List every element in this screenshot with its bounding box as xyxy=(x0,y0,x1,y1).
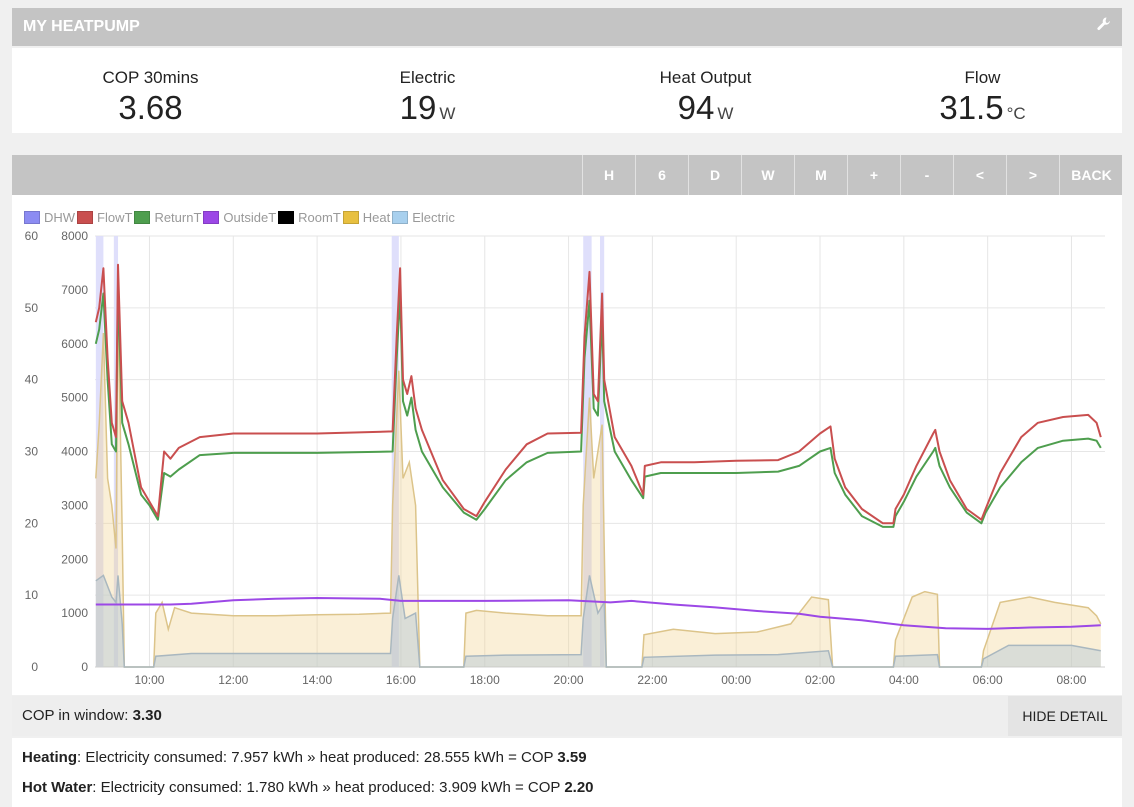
x-tick-label: 10:00 xyxy=(134,673,164,687)
y-left-tick-label: 30 xyxy=(25,445,39,459)
stat-value: 94 W xyxy=(677,89,734,126)
y-left-tick-label: 50 xyxy=(25,301,39,315)
stat-electric: Electric 19 W xyxy=(289,48,566,133)
y-left-tick-label: 20 xyxy=(25,516,39,530)
x-tick-label: 14:00 xyxy=(302,673,332,687)
stat-value: 3.68 xyxy=(118,89,183,126)
dhw-period xyxy=(95,236,104,667)
y-right-tick-label: 0 xyxy=(81,660,88,674)
legend-swatch xyxy=(392,210,409,224)
x-tick-label: 06:00 xyxy=(973,673,1003,687)
legend-swatch xyxy=(24,210,40,224)
chart-svg[interactable]: 0 10 20 30 40 50 60 0 1000 2000 3000 4000 5000 6000 70… xyxy=(12,195,1122,695)
legend-item[interactable]: FlowT xyxy=(77,209,132,225)
app-header: MY HEATPUMP xyxy=(12,8,1122,46)
pan-left-button[interactable]: < xyxy=(953,155,1006,195)
legend-label: OutsideT xyxy=(223,209,277,225)
x-tick-label: 18:00 xyxy=(470,673,500,687)
stat-unit: W xyxy=(439,104,456,123)
stat-value: 19 W xyxy=(399,89,456,126)
hide-detail-button[interactable]: HIDE DETAIL xyxy=(1008,696,1122,736)
x-tick-label: 04:00 xyxy=(889,673,919,687)
heat-series-area xyxy=(95,300,1101,667)
legend-label: FlowT xyxy=(97,209,133,225)
x-tick-label: 02:00 xyxy=(805,673,835,687)
detail-panel: Heating: Electricity consumed: 7.957 kWh… xyxy=(12,738,1122,807)
cop-window-text: COP in window: 3.30 xyxy=(22,707,162,724)
x-tick-label: 20:00 xyxy=(554,673,584,687)
chart-toolbar: H 6 D W M + - < > BACK xyxy=(12,155,1122,195)
stat-value: 31.5 °C xyxy=(939,89,1026,126)
legend-label: DHW xyxy=(44,209,76,225)
legend-item[interactable]: DHW xyxy=(24,209,75,225)
legend-item[interactable]: RoomT xyxy=(278,209,341,225)
stat-label: Heat Output xyxy=(659,68,752,87)
stat-label: COP 30mins xyxy=(102,68,199,87)
y-right-tick-label: 3000 xyxy=(61,498,88,512)
electric-series-area xyxy=(95,575,1101,667)
flowt-series-line xyxy=(94,263,1102,525)
stat-label: Electric xyxy=(399,68,456,87)
chart-area: DHW FlowT ReturnT OutsideT RoomT Heat Electric… xyxy=(12,195,1122,695)
y-right-tick-label: 5000 xyxy=(61,391,88,405)
legend-item[interactable]: Electric xyxy=(392,209,455,225)
cop-window-bar: COP in window: 3.30 HIDE DETAIL xyxy=(12,696,1122,736)
x-tick-label: 08:00 xyxy=(1056,673,1086,687)
legend-label: ReturnT xyxy=(154,209,202,225)
legend-item[interactable]: Heat xyxy=(342,209,391,225)
x-tick-label: 22:00 xyxy=(637,673,667,687)
zoom-week-button[interactable]: W xyxy=(741,155,794,195)
heating-detail: Heating: Electricity consumed: 7.957 kWh… xyxy=(22,749,587,766)
returnt-series-line xyxy=(94,285,1102,528)
wrench-icon[interactable] xyxy=(1096,16,1112,32)
legend-swatch xyxy=(342,210,359,224)
electric-series-line xyxy=(95,574,1101,668)
y-right-tick-label: 4000 xyxy=(61,445,88,459)
dhw-period xyxy=(583,236,592,667)
stat-heat-output: Heat Output 94 W xyxy=(567,48,844,133)
heat-series-line xyxy=(95,300,1102,668)
legend-swatch xyxy=(203,210,220,224)
y-right-tick-label: 1000 xyxy=(61,606,88,620)
stat-cop: COP 30mins 3.68 xyxy=(12,48,289,133)
app-title: MY HEATPUMP xyxy=(23,18,140,35)
y-left-tick-label: 0 xyxy=(31,660,38,674)
legend-label: RoomT xyxy=(298,209,341,225)
chart-legend: DHW FlowT ReturnT OutsideT RoomT Heat Electric xyxy=(24,209,457,225)
legend-label: Electric xyxy=(412,209,455,225)
y-left-tick-label: 10 xyxy=(25,588,39,602)
hot-water-detail: Hot Water: Electricity consumed: 1.780 k… xyxy=(22,779,594,796)
cop-window-label: COP in window: xyxy=(22,707,129,724)
pan-right-button[interactable]: > xyxy=(1006,155,1059,195)
legend-item[interactable]: ReturnT xyxy=(134,209,201,225)
y-left-tick-label: 60 xyxy=(25,229,39,243)
y-right-tick-label: 6000 xyxy=(61,337,88,351)
y-right-tick-label: 2000 xyxy=(61,552,88,566)
stat-unit: W xyxy=(717,104,734,123)
y-right-tick-label: 7000 xyxy=(61,283,88,297)
stat-flow: Flow 31.5 °C xyxy=(844,48,1121,133)
stats-panel: COP 30mins 3.68 Electric 19 W Heat Output… xyxy=(12,48,1122,133)
zoom-6h-button[interactable]: 6 xyxy=(635,155,688,195)
legend-swatch xyxy=(278,210,295,224)
zoom-day-button[interactable]: D xyxy=(688,155,741,195)
x-tick-label: 16:00 xyxy=(386,673,416,687)
outsidet-series-line xyxy=(95,597,1101,630)
zoom-out-button[interactable]: - xyxy=(900,155,953,195)
x-tick-label: 12:00 xyxy=(218,673,248,687)
zoom-hour-button[interactable]: H xyxy=(582,155,635,195)
back-button[interactable]: BACK xyxy=(1059,155,1123,195)
zoom-in-button[interactable]: + xyxy=(847,155,900,195)
legend-swatch xyxy=(134,210,151,224)
stat-unit: °C xyxy=(1006,104,1026,123)
y-right-tick-label: 8000 xyxy=(61,229,88,243)
zoom-month-button[interactable]: M xyxy=(794,155,847,195)
cop-window-value: 3.30 xyxy=(132,707,162,724)
legend-item[interactable]: OutsideT xyxy=(203,209,276,225)
y-left-tick-label: 40 xyxy=(25,373,39,387)
x-tick-label: 00:00 xyxy=(721,673,751,687)
stat-label: Flow xyxy=(964,68,1001,87)
legend-label: Heat xyxy=(362,209,391,225)
legend-swatch xyxy=(77,210,94,224)
